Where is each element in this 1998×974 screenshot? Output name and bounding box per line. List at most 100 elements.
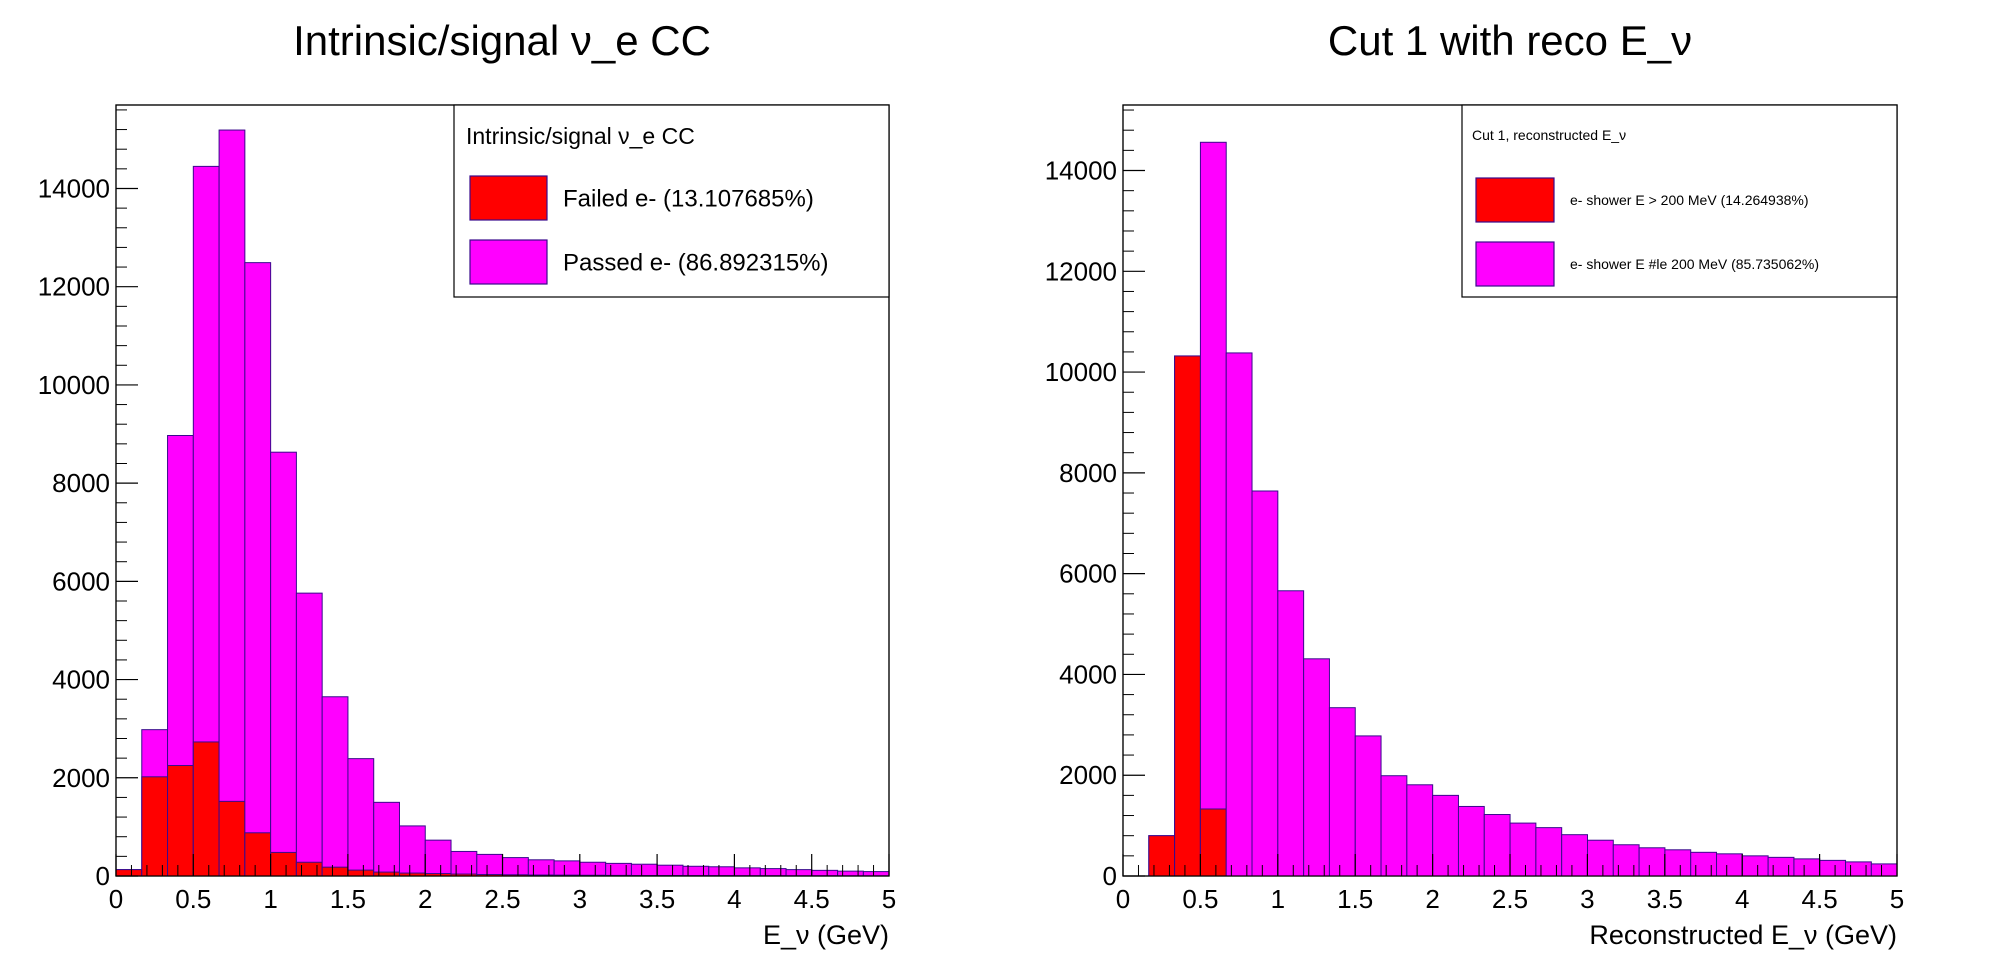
x-tick-label: 4.5 (1802, 884, 1838, 914)
x-tick-label: 0 (109, 884, 123, 914)
bar-passed (785, 869, 813, 877)
bar-passed (450, 850, 478, 877)
x-tick-label: 0 (1116, 884, 1130, 914)
bar-passed (1716, 853, 1743, 877)
bar-passed (1612, 844, 1640, 877)
x-tick-label: 2 (418, 884, 432, 914)
bar-passed (476, 853, 504, 877)
bar-passed (1406, 784, 1434, 877)
x-tick-label: 3.5 (1647, 884, 1683, 914)
x-tick-label: 5 (1890, 884, 1904, 914)
legend-entry-label: e- shower E > 200 MeV (14.264938%) (1570, 192, 1809, 208)
legend-swatch-failed (469, 175, 548, 221)
x-tick-label: 4.5 (794, 884, 830, 914)
bar-failed (270, 851, 297, 877)
y-tick-label: 10000 (1045, 357, 1117, 387)
bar-passed (1199, 141, 1227, 877)
bar-passed (1251, 490, 1279, 877)
bar-passed (759, 868, 787, 877)
legend-entry-label: Passed e- (86.892315%) (563, 250, 829, 277)
y-tick-label: 8000 (52, 468, 110, 498)
bar-passed (1328, 707, 1356, 877)
bar-passed (1586, 839, 1614, 877)
x-tick-label: 0.5 (175, 884, 211, 914)
x-axis-label: E_ν (GeV) (763, 920, 889, 950)
chart-panel-2: Cut 1 with reco E_ν 0 0.5 1 1.5 2 2.5 3 3.5 4 4.5 5… (1045, 17, 1905, 950)
y-tick-label: 10000 (38, 370, 110, 400)
bar-passed (579, 861, 607, 877)
bar-passed (1690, 851, 1718, 877)
bar-passed (1741, 855, 1769, 877)
y-tick-label: 0 (96, 861, 110, 891)
bar-passed (1354, 735, 1382, 877)
bar-passed (1819, 859, 1847, 877)
bar-failed (1148, 835, 1176, 877)
bar-passed (1225, 352, 1253, 877)
bar-passed (553, 860, 581, 877)
y-tick-label: 0 (1103, 861, 1117, 891)
legend: Intrinsic/signal ν_e CC Failed e- (13.107… (453, 104, 890, 298)
legend-header: Cut 1, reconstructed E_ν (1472, 127, 1626, 143)
bar-passed (295, 592, 323, 877)
bar-passed (1767, 856, 1795, 877)
bar-passed (347, 758, 375, 877)
bar-passed (424, 839, 452, 877)
x-tick-label: 1.5 (330, 884, 366, 914)
y-tick-label: 6000 (52, 566, 110, 596)
y-tick-label: 4000 (1059, 659, 1117, 689)
bar-passed (321, 696, 349, 877)
chart-title: Intrinsic/signal ν_e CC (293, 17, 711, 64)
y-tick-label: 14000 (38, 173, 110, 203)
bar-failed (141, 776, 169, 877)
y-tick-label: 14000 (1045, 156, 1117, 186)
bar-passed (1380, 775, 1408, 877)
y-tick-label: 12000 (1045, 256, 1117, 286)
legend-entry-label: e- shower E #le 200 MeV (85.735062%) (1570, 256, 1819, 272)
x-tick-label: 1.5 (1337, 884, 1373, 914)
x-tick-label: 3 (573, 884, 587, 914)
bar-passed (605, 862, 632, 877)
y-tick-label: 6000 (1059, 559, 1117, 589)
x-tick-label: 2 (1425, 884, 1439, 914)
bar-passed (1277, 590, 1305, 877)
bar-failed (347, 869, 375, 877)
x-tick-label: 4 (1735, 884, 1749, 914)
bar-passed (811, 869, 839, 877)
legend-header: Intrinsic/signal ν_e CC (466, 123, 695, 149)
bar-passed (1870, 863, 1898, 877)
x-tick-label: 1 (263, 884, 277, 914)
bar-passed (1664, 849, 1692, 877)
bar-passed (630, 863, 658, 877)
bar-passed (682, 865, 710, 877)
legend-swatch-passed (1475, 241, 1555, 287)
bar-passed (527, 859, 555, 877)
bar-failed (192, 741, 220, 877)
x-tick-label: 1 (1271, 884, 1285, 914)
bar-passed (1561, 834, 1588, 877)
bar-failed (167, 765, 194, 877)
bar-passed (1638, 847, 1666, 877)
bar-failed (1174, 355, 1201, 877)
bar-passed (1483, 814, 1511, 877)
bar-failed (321, 866, 349, 877)
y-tick-label: 4000 (52, 665, 110, 695)
x-tick-label: 2.5 (484, 884, 520, 914)
bar-passed (270, 451, 297, 877)
y-tick-label: 12000 (38, 272, 110, 302)
legend: Cut 1, reconstructed E_ν e- shower E > 20… (1461, 104, 1898, 298)
bar-passed (734, 867, 761, 877)
x-tick-label: 5 (882, 884, 896, 914)
x-tick-label: 2.5 (1492, 884, 1528, 914)
bar-passed (1457, 805, 1485, 877)
legend-swatch-passed (469, 239, 548, 285)
bar-passed (1509, 822, 1537, 877)
y-tick-label: 8000 (1059, 458, 1117, 488)
bar-passed (502, 857, 529, 877)
chart-title: Cut 1 with reco E_ν (1328, 17, 1692, 64)
bar-passed (1793, 858, 1821, 877)
y-tick-label: 2000 (1059, 760, 1117, 790)
bar-passed (1432, 794, 1459, 877)
bar-passed (218, 129, 246, 877)
bar-passed (837, 870, 864, 877)
